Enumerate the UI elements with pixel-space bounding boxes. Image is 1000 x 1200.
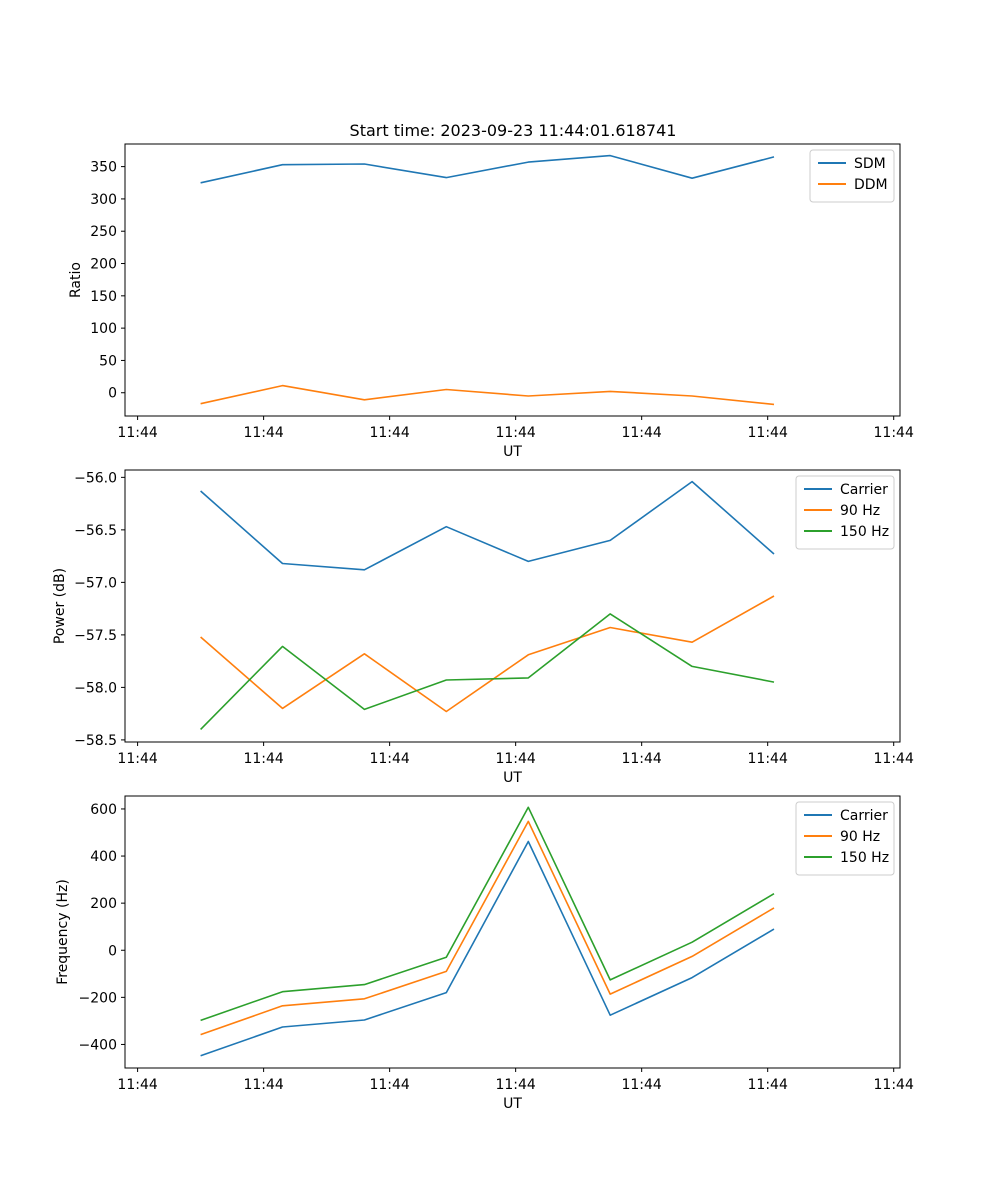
x-tick-label: 11:44 [874, 425, 914, 441]
legend: Carrier 90 Hz 150 Hz [795, 801, 895, 876]
figure-title: Start time: 2023-09-23 11:44:01.618741 [350, 121, 677, 140]
x-tick-label: 11:44 [621, 425, 661, 441]
chart-panel-2: 11:4411:4411:4411:4411:4411:4411:4411:45… [52, 469, 1000, 786]
series-line-ddm [200, 384, 775, 406]
legend-label: 150 Hz [840, 524, 889, 540]
x-axis-label: UT [503, 770, 522, 786]
x-tick-label: 11:44 [117, 425, 157, 441]
x-tick-label: 11:44 [621, 751, 661, 767]
x-tick-label: 11:44 [748, 1077, 788, 1093]
x-tick-label: 11:44 [243, 751, 283, 767]
y-tick-label: 100 [90, 321, 117, 337]
y-tick-label: 0 [108, 943, 117, 959]
y-tick-label: 400 [90, 849, 117, 865]
legend-label: 90 Hz [840, 503, 880, 519]
y-axis-label: Frequency (Hz) [55, 879, 71, 985]
y-tick-label: 300 [90, 192, 117, 208]
x-tick-label: 11:44 [117, 1077, 157, 1093]
legend: SDM DDM [809, 149, 895, 203]
legend-label: Carrier [840, 482, 888, 498]
y-tick-label: 600 [90, 802, 117, 818]
x-tick-label: 11:44 [748, 425, 788, 441]
y-tick-label: −57.0 [74, 575, 117, 591]
series-line-150-hz [200, 613, 775, 730]
axes-frame [124, 795, 901, 1069]
x-tick-label: 11:44 [495, 1077, 535, 1093]
legend-label: DDM [854, 177, 888, 193]
y-tick-label: 150 [90, 289, 117, 305]
y-tick-label: 0 [108, 386, 117, 402]
legend: Carrier 90 Hz 150 Hz [795, 475, 895, 550]
chart-panel-1: 11:4411:4411:4411:4411:4411:4411:4411:45… [68, 143, 1000, 460]
legend-label: 150 Hz [840, 850, 889, 866]
series-line-90-hz [200, 595, 775, 713]
y-tick-label: −58.5 [74, 733, 117, 749]
chart-panel-3: 11:4411:4411:4411:4411:4411:4411:4411:45… [55, 795, 1000, 1112]
y-axis-label: Power (dB) [52, 568, 68, 644]
axes-frame [124, 469, 901, 743]
series-line-carrier [200, 840, 775, 1057]
series-line-sdm [200, 154, 775, 184]
y-tick-label: −200 [79, 990, 117, 1006]
series-line-carrier [200, 480, 775, 571]
x-tick-label: 11:44 [369, 751, 409, 767]
y-axis-label: Ratio [68, 262, 84, 298]
y-tick-label: 50 [99, 353, 117, 369]
y-tick-label: −58.0 [74, 680, 117, 696]
legend-label: 90 Hz [840, 829, 880, 845]
y-tick-label: −400 [79, 1037, 117, 1053]
x-tick-label: 11:44 [874, 1077, 914, 1093]
x-tick-label: 11:44 [495, 425, 535, 441]
x-tick-label: 11:44 [243, 1077, 283, 1093]
x-tick-label: 11:44 [874, 751, 914, 767]
y-tick-label: 250 [90, 224, 117, 240]
series-line-150-hz [200, 806, 775, 1022]
x-axis-label: UT [503, 444, 522, 460]
x-tick-label: 11:44 [495, 751, 535, 767]
chart-panels: 11:4411:4411:4411:4411:4411:4411:4411:45… [52, 143, 1000, 1112]
x-tick-label: 11:44 [369, 1077, 409, 1093]
x-tick-label: 11:44 [243, 425, 283, 441]
y-tick-label: 200 [90, 257, 117, 273]
axes-frame [124, 143, 901, 417]
series-line-90-hz [200, 820, 775, 1036]
x-axis-label: UT [503, 1096, 522, 1112]
y-tick-label: 350 [90, 160, 117, 176]
x-tick-label: 11:44 [369, 425, 409, 441]
y-tick-label: 200 [90, 896, 117, 912]
y-tick-label: −57.5 [74, 628, 117, 644]
y-tick-label: −56.0 [74, 470, 117, 486]
x-tick-label: 11:44 [117, 751, 157, 767]
x-tick-label: 11:44 [621, 1077, 661, 1093]
legend-label: SDM [854, 156, 886, 172]
x-tick-label: 11:44 [748, 751, 788, 767]
y-tick-label: −56.5 [74, 523, 117, 539]
legend-label: Carrier [840, 808, 888, 824]
